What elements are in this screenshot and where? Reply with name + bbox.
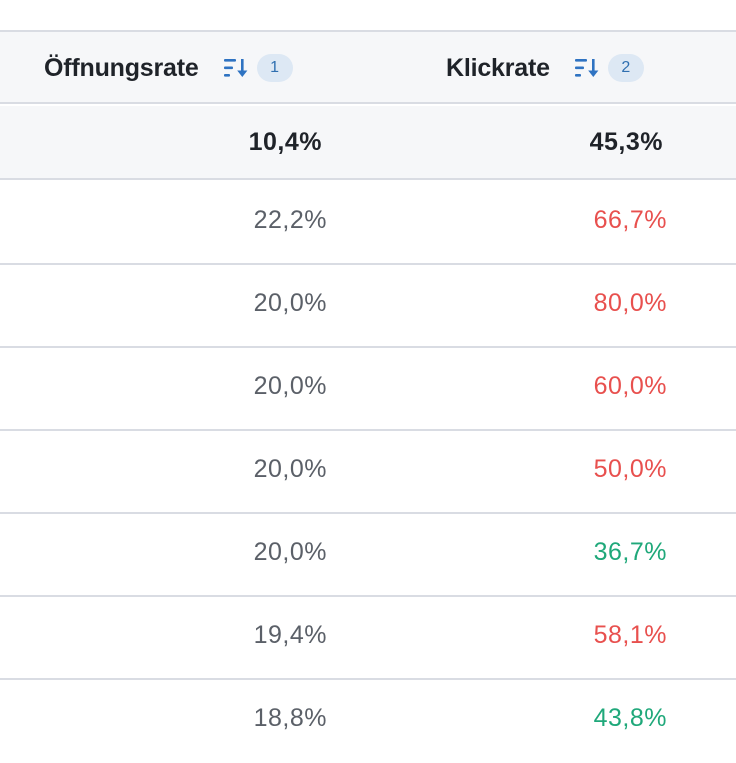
sort-order-badge: 1 [256,54,293,82]
column-header-click-rate: Klickrate 2 [446,32,644,104]
table-row[interactable]: 20,0% 60,0% [0,348,736,431]
cell-open-rate: 20,0% [253,455,327,483]
table-row[interactable]: 20,0% 50,0% [0,431,736,514]
cell-open-rate: 20,0% [253,372,327,400]
summary-open-rate: 10,4% [248,128,322,156]
cell-click-rate: 80,0% [593,289,667,317]
cell-click-rate: 66,7% [593,206,667,234]
sort-order-badge: 2 [607,54,644,82]
table-row[interactable]: 20,0% 36,7% [0,514,736,597]
cell-click-rate: 36,7% [593,538,667,566]
sort-descending-icon[interactable] [223,55,249,81]
cell-open-rate: 22,2% [253,206,327,234]
table-header: Öffnungsrate 1 Klickrate [0,32,736,104]
column-title-click-rate: Klickrate [446,53,550,82]
column-header-open-rate: Öffnungsrate 1 [44,32,293,104]
cell-open-rate: 20,0% [253,289,327,317]
column-title-open-rate: Öffnungsrate [44,53,199,82]
table-row[interactable]: 19,4% 58,1% [0,597,736,680]
cell-open-rate: 18,8% [253,704,327,732]
cell-open-rate: 19,4% [253,621,327,649]
summary-row: 10,4% 45,3% [0,106,736,180]
table-row[interactable]: 18,8% 43,8% [0,680,736,763]
table-row[interactable]: 22,2% 66,7% [0,182,736,265]
summary-click-rate: 45,3% [589,128,663,156]
cell-click-rate: 50,0% [593,455,667,483]
table-row[interactable]: 20,0% 80,0% [0,265,736,348]
cell-open-rate: 20,0% [253,538,327,566]
cell-click-rate: 60,0% [593,372,667,400]
cell-click-rate: 58,1% [593,621,667,649]
sort-descending-icon[interactable] [574,55,600,81]
table-top-border [0,30,736,32]
cell-click-rate: 43,8% [593,704,667,732]
